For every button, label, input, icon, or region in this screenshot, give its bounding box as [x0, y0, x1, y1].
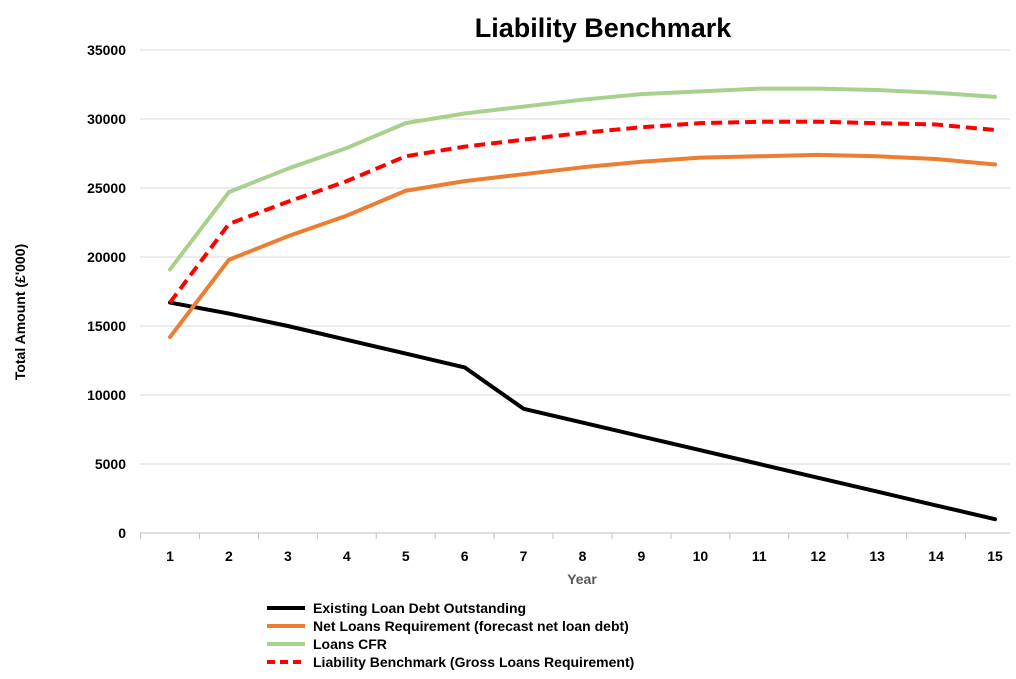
- series-line-2: [168, 152, 997, 340]
- y-tick-label: 25000: [87, 180, 126, 196]
- x-tick-label: 11: [752, 548, 767, 564]
- x-tick-label: 15: [987, 548, 1003, 564]
- legend-label: Net Loans Requirement (forecast net loan…: [313, 618, 629, 634]
- y-axis-label: Total Amount (£'000): [12, 244, 28, 380]
- x-tick-label: 3: [284, 548, 292, 564]
- legend-label: Liability Benchmark (Gross Loans Require…: [313, 654, 634, 670]
- x-tick-label: 13: [869, 548, 885, 564]
- y-tick-label: 10000: [87, 387, 126, 403]
- x-tick-label: 2: [225, 548, 233, 564]
- x-tick-label: 10: [693, 548, 709, 564]
- y-tick-label: 5000: [95, 456, 126, 472]
- gridlines: [140, 49, 1010, 465]
- y-tick-label: 35000: [87, 42, 126, 58]
- chart-title: Liability Benchmark: [475, 13, 733, 43]
- x-tick-label: 12: [810, 548, 826, 564]
- x-axis-label: Year: [567, 571, 597, 587]
- x-tick-label: 4: [343, 548, 351, 564]
- y-tick-label: 15000: [87, 318, 126, 334]
- y-tick-label: 20000: [87, 249, 126, 265]
- y-tick-label: 0: [118, 525, 126, 541]
- legend-label: Loans CFR: [313, 636, 387, 652]
- series-line-4: [168, 119, 996, 304]
- legend: Existing Loan Debt Outstanding Net Loans …: [267, 600, 634, 670]
- series-lines: [168, 86, 997, 522]
- x-tick-label: 9: [638, 548, 646, 564]
- series-line-3: [168, 86, 997, 272]
- series-line-1: [168, 300, 997, 522]
- x-tick-label: 5: [402, 548, 410, 564]
- x-tick-label: 1: [166, 548, 174, 564]
- x-tick-label: 7: [520, 548, 528, 564]
- y-tick-label: 30000: [87, 111, 126, 127]
- x-tick-label: 8: [579, 548, 587, 564]
- x-tick-label: 6: [461, 548, 469, 564]
- legend-label: Existing Loan Debt Outstanding: [313, 600, 526, 616]
- x-tick-label: 14: [928, 548, 944, 564]
